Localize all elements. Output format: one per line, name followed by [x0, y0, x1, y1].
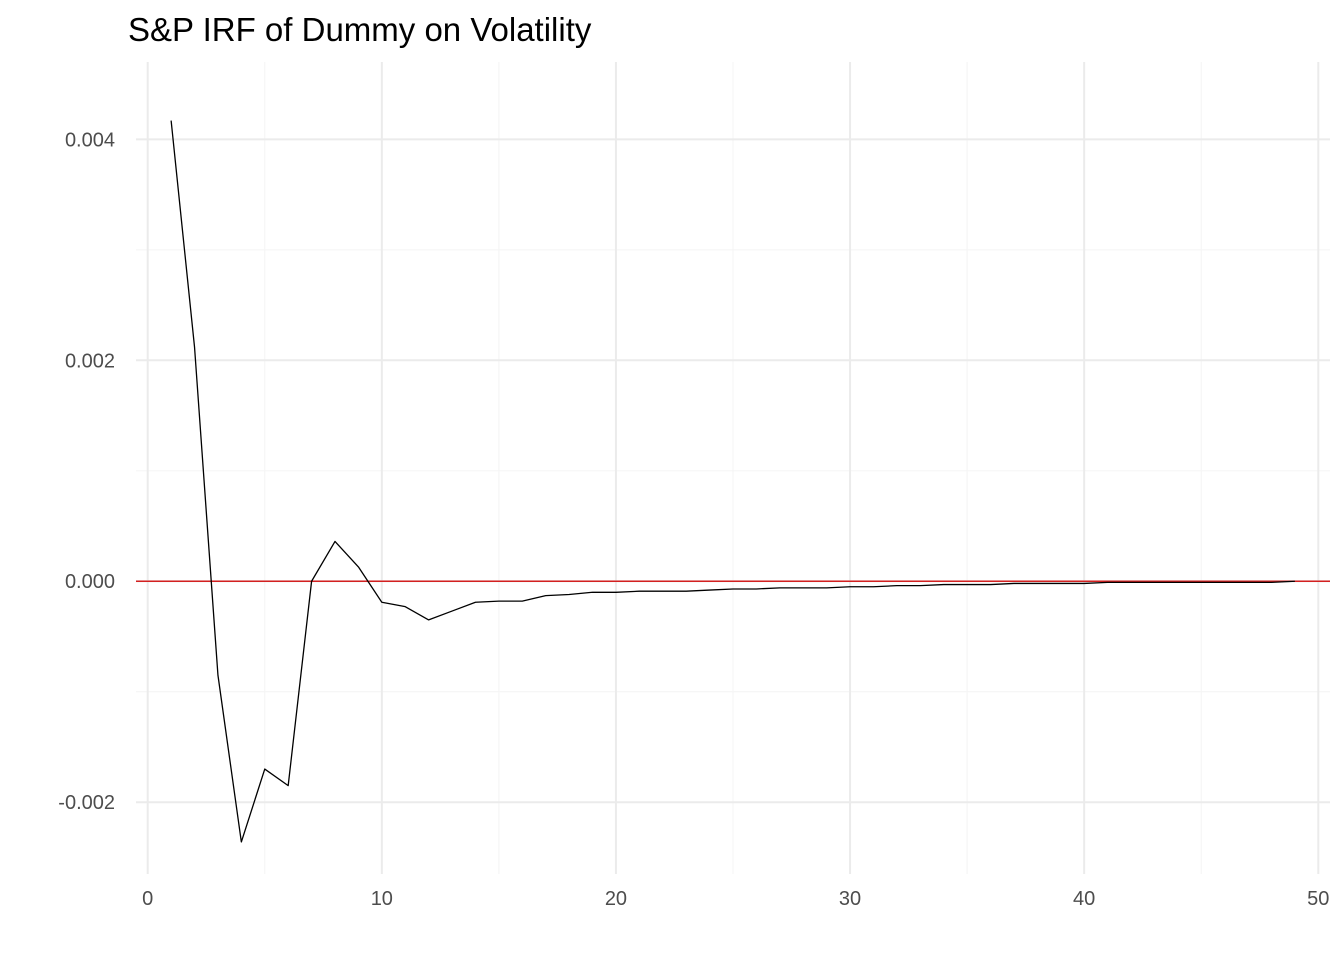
y-tick-label: 0.000 — [65, 571, 115, 593]
x-tick-label: 40 — [1073, 888, 1095, 910]
chart-title: S&P IRF of Dummy on Volatility — [128, 11, 592, 48]
x-tick-label: 20 — [605, 888, 627, 910]
x-tick-label: 0 — [142, 888, 153, 910]
major-gridlines — [136, 62, 1330, 874]
x-tick-label: 30 — [839, 888, 861, 910]
x-tick-label: 50 — [1307, 888, 1329, 910]
minor-gridlines — [136, 62, 1330, 874]
y-tick-label: -0.002 — [58, 792, 115, 814]
y-tick-label: 0.004 — [65, 129, 115, 151]
series-layer — [170, 120, 1295, 843]
y-tick-label: 0.002 — [65, 350, 115, 372]
x-tick-label: 10 — [371, 888, 393, 910]
series-line-0 — [170, 120, 1295, 843]
y-axis-tick-labels: -0.002 0.000 0.002 0.004 — [58, 129, 115, 814]
x-axis-tick-labels: 0 10 20 30 40 50 — [142, 888, 1329, 910]
